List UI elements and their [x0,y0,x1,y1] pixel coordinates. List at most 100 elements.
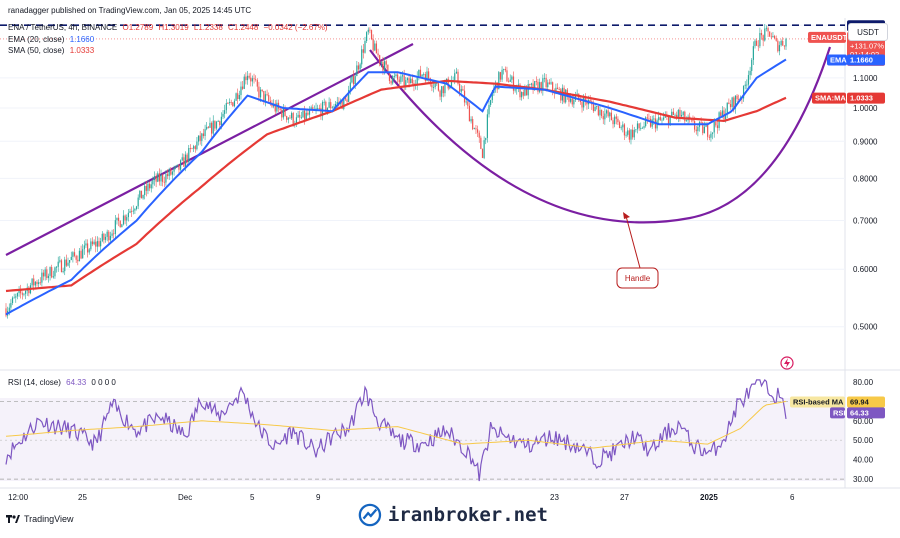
candle-body[interactable] [59,260,61,262]
candle-body[interactable] [222,113,224,117]
candle-body[interactable] [36,281,38,285]
candle-body[interactable] [597,106,599,116]
candle-body[interactable] [633,129,635,138]
candle-body[interactable] [191,148,193,150]
candle-body[interactable] [604,113,606,120]
candle-body[interactable] [188,148,190,163]
candle-body[interactable] [116,217,118,221]
candle-body[interactable] [175,166,177,168]
candle-body[interactable] [150,184,152,189]
candle-body[interactable] [672,111,675,115]
candle-body[interactable] [72,252,74,257]
candle-body[interactable] [24,290,27,294]
candle-body[interactable] [80,250,82,259]
candle-body[interactable] [256,80,258,87]
candle-body[interactable] [127,212,129,218]
candle-body[interactable] [65,259,67,266]
candle-body[interactable] [525,86,528,96]
candle-body[interactable] [581,102,583,108]
candle-body[interactable] [157,173,159,182]
candle-body[interactable] [594,106,596,112]
candle-body[interactable] [498,72,500,90]
candle-body[interactable] [145,185,147,191]
candle-body[interactable] [385,61,387,65]
candle-body[interactable] [44,269,46,277]
candle-body[interactable] [661,119,663,121]
candle-body[interactable] [356,65,358,77]
candle-body[interactable] [423,74,425,75]
candle-body[interactable] [279,108,281,110]
candle-body[interactable] [702,122,704,134]
candle-body[interactable] [609,112,611,117]
candle-body[interactable] [255,79,257,81]
candle-body[interactable] [147,183,149,191]
candle-body[interactable] [196,141,198,150]
candle-body[interactable] [228,101,231,104]
sma50-line[interactable] [5,79,787,293]
candle-body[interactable] [649,118,652,127]
candle-body[interactable] [589,99,591,102]
candle-body[interactable] [217,121,219,122]
candle-body[interactable] [747,75,750,85]
candle-body[interactable] [432,87,435,88]
candle-body[interactable] [757,45,759,47]
candle-body[interactable] [483,140,485,158]
candle-body[interactable] [224,110,226,114]
candle-body[interactable] [160,175,162,182]
candle-body[interactable] [527,84,529,96]
candle-body[interactable] [733,97,735,109]
candle-body[interactable] [646,117,648,119]
candle-body[interactable] [307,112,309,115]
candle-body[interactable] [728,102,730,105]
rsi-ma-line[interactable] [5,400,787,449]
candle-body[interactable] [729,104,732,108]
candle-body[interactable] [485,137,487,141]
candle-body[interactable] [13,297,15,299]
candle-body[interactable] [132,210,134,212]
candle-body[interactable] [782,40,784,46]
candle-body[interactable] [703,126,706,134]
candle-body[interactable] [424,74,426,81]
candle-body[interactable] [641,127,644,129]
candle-body[interactable] [556,87,559,90]
candle-body[interactable] [756,40,758,46]
candle-body[interactable] [460,89,462,92]
candle-body[interactable] [429,78,431,85]
candle-body[interactable] [220,116,222,126]
candle-body[interactable] [472,119,474,130]
candle-body[interactable] [336,101,338,105]
candle-body[interactable] [671,111,673,117]
candle-body[interactable] [23,293,25,295]
candle-body[interactable] [573,100,575,105]
candle-body[interactable] [615,116,617,119]
candle-body[interactable] [746,84,748,86]
candle-body[interactable] [253,78,255,80]
candle-body[interactable] [375,43,378,54]
candle-body[interactable] [628,130,630,140]
candle-body[interactable] [707,124,709,137]
candle-body[interactable] [506,70,508,82]
candle-body[interactable] [106,231,108,237]
candle-body[interactable] [264,94,267,102]
candle-body[interactable] [183,157,185,167]
candle-body[interactable] [52,276,54,278]
sma-legend[interactable]: SMA (50, close) 1.0333 [8,46,97,55]
candle-body[interactable] [209,122,211,128]
candle-body[interactable] [214,120,216,129]
candle-body[interactable] [163,181,165,183]
candle-body[interactable] [643,126,645,128]
candle-body[interactable] [731,97,733,108]
candle-body[interactable] [682,111,684,116]
candle-body[interactable] [62,271,64,273]
candle-body[interactable] [328,102,330,108]
candle-body[interactable] [39,282,41,284]
candle-body[interactable] [534,81,536,91]
candle-body[interactable] [645,117,647,127]
candle-body[interactable] [592,104,595,112]
candle-body[interactable] [431,84,433,88]
candle-body[interactable] [548,82,550,84]
candle-body[interactable] [583,97,585,108]
candle-body[interactable] [388,72,391,81]
candle-body[interactable] [100,241,102,247]
candle-body[interactable] [98,241,100,247]
